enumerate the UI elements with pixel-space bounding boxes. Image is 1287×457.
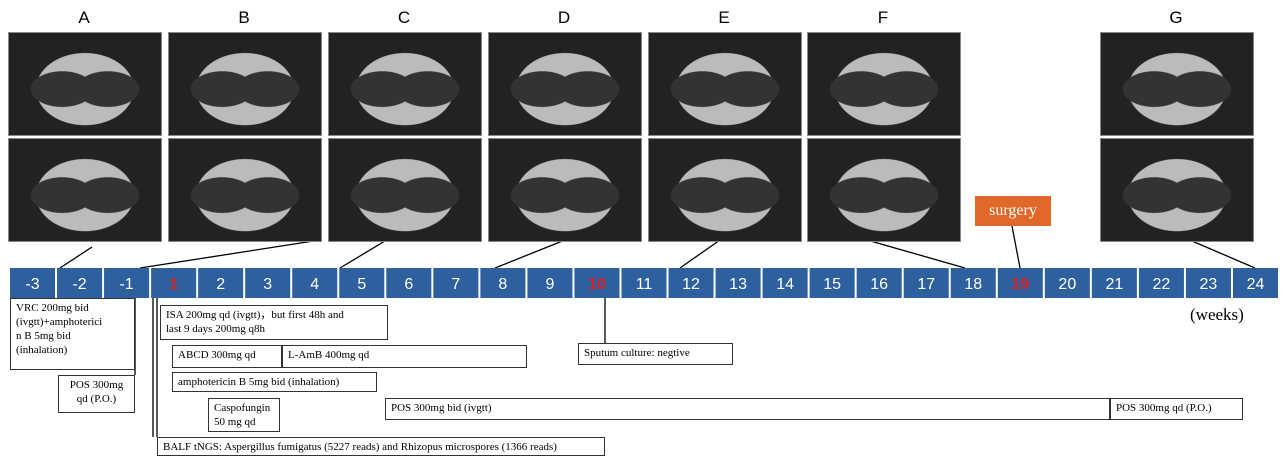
ct-image — [807, 138, 961, 242]
note-line: Caspofungin — [214, 401, 274, 415]
ct-image — [648, 32, 802, 136]
note-box: POS 300mg bid (ivgtt) — [385, 398, 1110, 420]
week-label: 11 — [636, 276, 653, 293]
week-label: 9 — [545, 276, 554, 293]
page: -3-2-11234567891011121314151617181920212… — [0, 0, 1287, 457]
note-line: 50 mg qd — [214, 415, 274, 429]
note-box: BALF tNGS: Aspergillus fumigatus (5227 r… — [157, 437, 605, 456]
week-label: 4 — [310, 276, 319, 293]
week-label: 21 — [1105, 276, 1123, 293]
week-label: 8 — [498, 276, 507, 293]
note-box: amphotericin B 5mg bid (inhalation) — [172, 372, 377, 392]
week-label: 6 — [404, 276, 413, 293]
note-line: VRC 200mg bid — [16, 301, 129, 315]
note-line: n B 5mg bid — [16, 329, 129, 343]
ct-image — [8, 138, 162, 242]
week-label: 13 — [729, 276, 747, 293]
ct-image — [488, 138, 642, 242]
week-label: 24 — [1247, 276, 1265, 293]
week-label: 20 — [1058, 276, 1076, 293]
week-label: 15 — [823, 276, 841, 293]
note-box: Sputum culture: negtive — [578, 343, 733, 365]
week-label: 12 — [682, 276, 700, 293]
note-line: (ivgtt)+amphoterici — [16, 315, 129, 329]
ct-image — [8, 32, 162, 136]
panel-label: B — [224, 8, 264, 28]
week-label: 22 — [1153, 276, 1171, 293]
week-label: 14 — [776, 276, 794, 293]
week-label: -2 — [72, 276, 86, 293]
note-line: qd (P.O.) — [64, 392, 129, 406]
ct-image — [328, 32, 482, 136]
ct-image — [328, 138, 482, 242]
panel-label: F — [863, 8, 903, 28]
ct-image — [807, 32, 961, 136]
panel-label: C — [384, 8, 424, 28]
note-line: last 9 days 200mg q8h — [166, 322, 382, 336]
week-label: 2 — [216, 276, 225, 293]
week-label: 3 — [263, 276, 272, 293]
ct-image — [1100, 138, 1254, 242]
note-line: ISA 200mg qd (ivgtt)，but first 48h and — [166, 308, 382, 322]
week-label: 17 — [917, 276, 935, 293]
note-box: L-AmB 400mg qd — [282, 345, 527, 368]
ct-image — [648, 138, 802, 242]
note-box: ABCD 300mg qd — [172, 345, 282, 368]
note-line: (inhalation) — [16, 343, 129, 357]
week-label: -3 — [25, 276, 39, 293]
week-label: 10 — [588, 276, 606, 293]
note-line: POS 300mg — [64, 378, 129, 392]
week-label: 1 — [169, 276, 178, 293]
note-box: POS 300mg qd (P.O.) — [1110, 398, 1243, 420]
week-label: 19 — [1011, 276, 1029, 293]
week-label: 5 — [357, 276, 366, 293]
panel-label: A — [64, 8, 104, 28]
week-label: 18 — [964, 276, 982, 293]
unit-label: (weeks) — [1190, 305, 1244, 325]
week-label: 7 — [451, 276, 460, 293]
panel-label: G — [1156, 8, 1196, 28]
ct-image — [168, 138, 322, 242]
surgery-box: surgery — [975, 196, 1051, 226]
week-label: 16 — [870, 276, 888, 293]
panel-label: D — [544, 8, 584, 28]
panel-label: E — [704, 8, 744, 28]
ct-image — [1100, 32, 1254, 136]
ct-image — [488, 32, 642, 136]
ct-image — [168, 32, 322, 136]
week-label: -1 — [119, 276, 133, 293]
week-label: 23 — [1200, 276, 1218, 293]
